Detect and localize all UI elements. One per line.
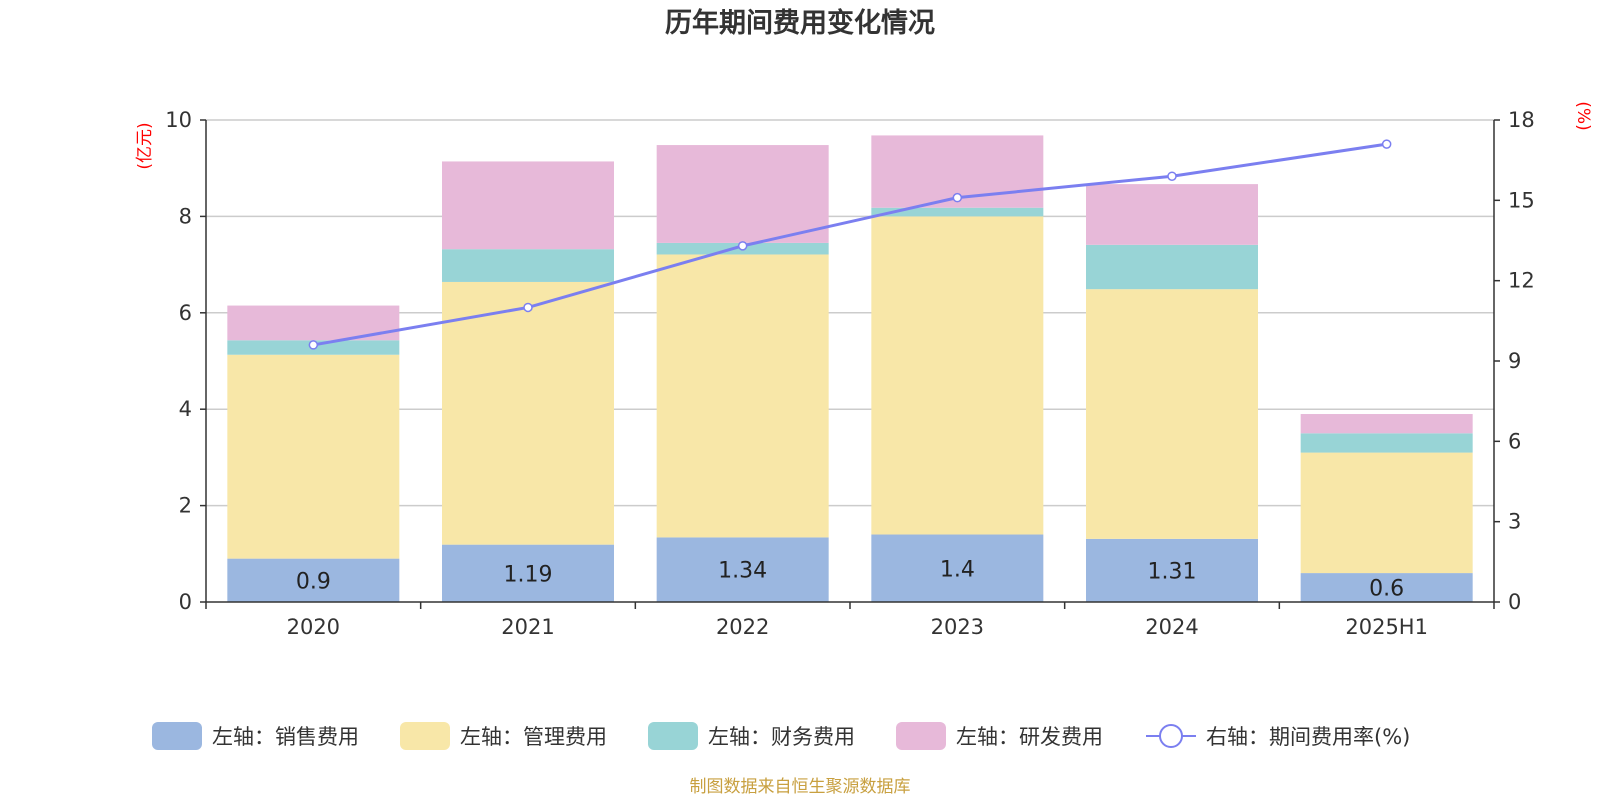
- legend-label: 左轴：管理费用: [460, 725, 607, 749]
- x-tick-label: 2022: [716, 615, 769, 639]
- bar-segment: [442, 281, 614, 545]
- right-tick-label: 12: [1508, 269, 1535, 293]
- x-tick-label: 2021: [501, 615, 554, 639]
- left-axis-unit: (亿元): [135, 122, 155, 169]
- bar-data-label: 1.4: [940, 557, 975, 582]
- bar-segment: [871, 207, 1044, 217]
- bar-segment: [1086, 289, 1258, 539]
- left-tick-label: 10: [165, 108, 192, 132]
- chart-title: 历年期间费用变化情况: [665, 7, 935, 39]
- bar-segment: [656, 537, 829, 602]
- bar-data-label: 1.19: [504, 562, 553, 587]
- rate-point: [952, 192, 963, 203]
- bar-segment: [227, 354, 400, 559]
- legend-label: 右轴：期间费用率(%): [1206, 725, 1410, 749]
- legend-label: 左轴：财务费用: [708, 725, 855, 749]
- bar-data-label: 0.9: [296, 569, 331, 594]
- bar-segment: [227, 558, 400, 602]
- bar-segment: [1300, 414, 1473, 434]
- legend-swatch: [648, 722, 698, 750]
- bar-segment: [1300, 452, 1473, 574]
- right-axis-unit: (%): [1573, 101, 1593, 130]
- axes: 0 2 4 6 8 10 0 3 6 9 12 15 18 2020 2021 2022 2023 2024 202…: [165, 108, 1534, 639]
- legend: 左轴：销售费用 左轴：管理费用 左轴：财务费用 左轴：研发费用 右轴：期间费用率(%): [152, 722, 1410, 750]
- legend-swatch: [152, 722, 202, 750]
- rate-point: [1167, 171, 1177, 181]
- rate-point: [737, 241, 748, 251]
- x-tick-label: 2020: [287, 615, 340, 639]
- legend-swatch: [400, 722, 450, 750]
- bar-data-label: 1.34: [718, 559, 767, 584]
- grid: [206, 119, 1494, 507]
- right-tick-label: 15: [1508, 188, 1535, 212]
- left-tick-label: 8: [179, 204, 192, 228]
- bar-segment: [1086, 244, 1258, 290]
- legend-line-marker: [1159, 724, 1183, 748]
- legend-swatch: [896, 722, 946, 750]
- right-tick-label: 18: [1508, 108, 1535, 132]
- bar-segment: [871, 534, 1044, 602]
- left-tick-label: 6: [179, 301, 192, 325]
- bar-segment: [1300, 573, 1473, 602]
- bar-segment: [656, 145, 829, 243]
- x-tick-label: 2023: [931, 615, 984, 639]
- rate-point: [1381, 139, 1392, 149]
- bar-segment: [1086, 184, 1258, 245]
- bar-segment: [442, 544, 614, 602]
- rate-line-path: [313, 142, 1387, 347]
- bar-segment: [442, 249, 614, 282]
- legend-label: 左轴：销售费用: [212, 725, 359, 749]
- right-tick-label: 0: [1508, 590, 1521, 614]
- bar-segment: [1300, 433, 1473, 453]
- bar-segment: [656, 254, 829, 538]
- x-tick-label: 2024: [1145, 615, 1198, 639]
- left-tick-label: 2: [179, 494, 192, 518]
- rate-point: [523, 302, 533, 313]
- rate-line: [308, 139, 1392, 350]
- legend-label: 左轴：研发费用: [956, 725, 1103, 749]
- left-tick-label: 4: [179, 397, 192, 421]
- right-tick-label: 3: [1508, 510, 1521, 534]
- right-tick-label: 6: [1508, 429, 1521, 453]
- right-tick-label: 9: [1508, 349, 1521, 373]
- bar-segment: [871, 216, 1044, 535]
- bar-data-label: 1.31: [1148, 559, 1197, 584]
- rate-point: [308, 340, 319, 350]
- bar-segment: [442, 161, 614, 250]
- source-note: 制图数据来自恒生聚源数据库: [690, 777, 911, 797]
- x-tick-label: 2025H1: [1345, 615, 1428, 639]
- bar-segment: [1086, 538, 1258, 602]
- left-tick-label: 0: [179, 590, 192, 614]
- data-labels: 0.9 1.19 1.34 1.4 1.31 0.6: [296, 557, 1404, 601]
- bar-data-label: 0.6: [1369, 577, 1404, 602]
- bars: [227, 135, 1473, 602]
